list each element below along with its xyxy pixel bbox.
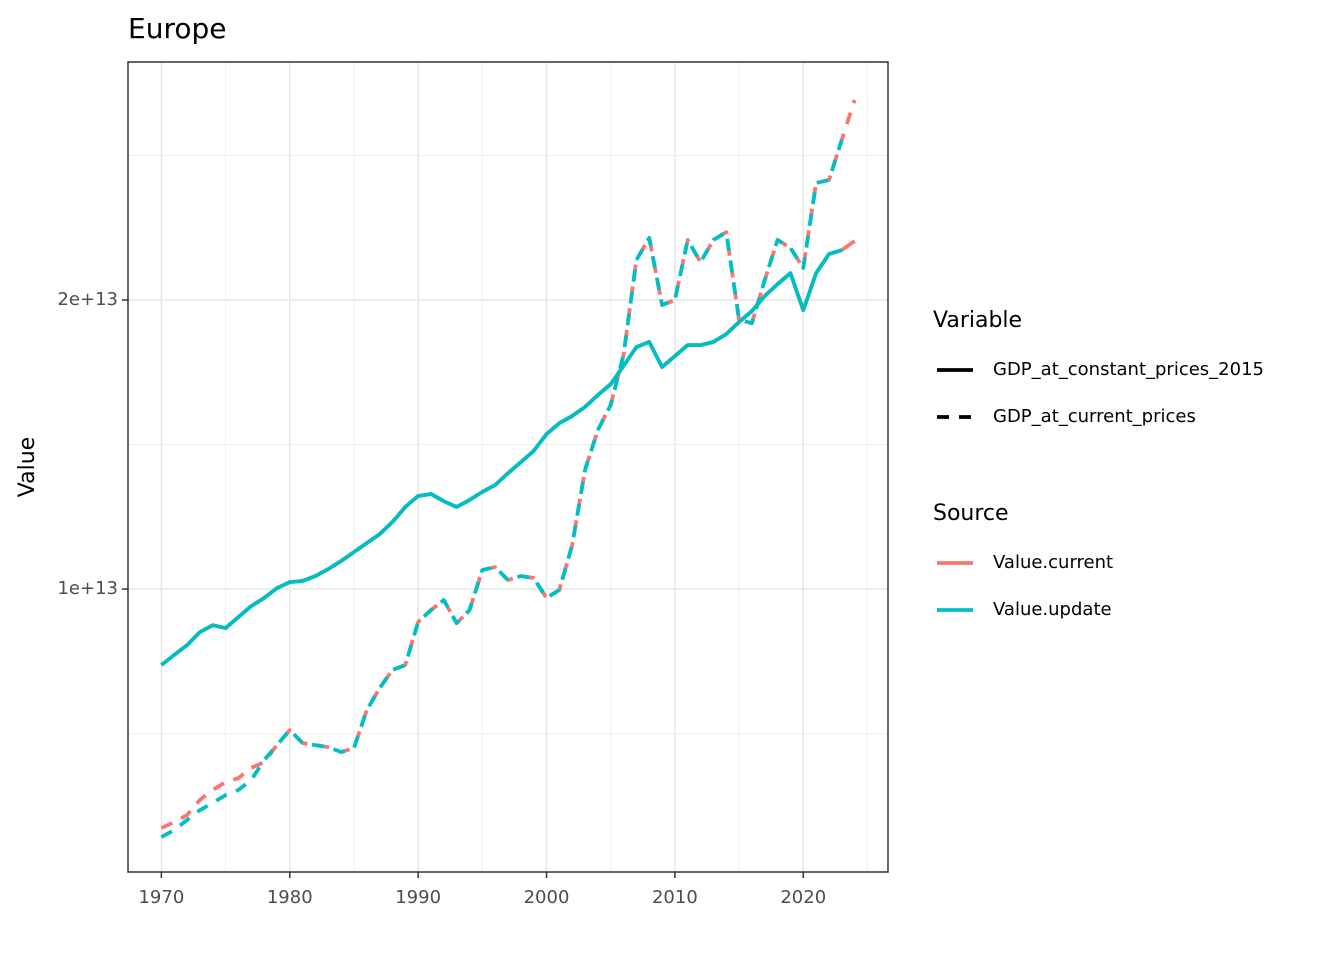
x-tick-label: 1990: [395, 887, 441, 908]
legend-label: GDP_at_current_prices: [993, 406, 1196, 427]
x-tick-label: 1980: [267, 887, 313, 908]
y-tick-label: 1e+13: [57, 578, 118, 599]
chart-title: Europe: [128, 12, 226, 45]
x-tick-label: 2020: [780, 887, 826, 908]
data-line: [160, 239, 856, 667]
data-line: [160, 99, 857, 830]
x-tick-label: 2010: [652, 887, 698, 908]
legend-title: Variable: [933, 308, 1022, 333]
panel-border: [127, 61, 889, 873]
x-tick-label: 2000: [524, 887, 570, 908]
legend-label: GDP_at_constant_prices_2015: [993, 359, 1264, 380]
y-tick-label: 2e+13: [57, 289, 118, 310]
legend-title: Source: [933, 501, 1009, 526]
legend-label: Value.update: [993, 599, 1112, 620]
y-axis-label: Value: [15, 437, 40, 497]
data-line: [160, 248, 843, 667]
data-line: [160, 139, 844, 839]
legend-label: Value.current: [993, 552, 1113, 573]
x-tick-label: 1970: [138, 887, 184, 908]
